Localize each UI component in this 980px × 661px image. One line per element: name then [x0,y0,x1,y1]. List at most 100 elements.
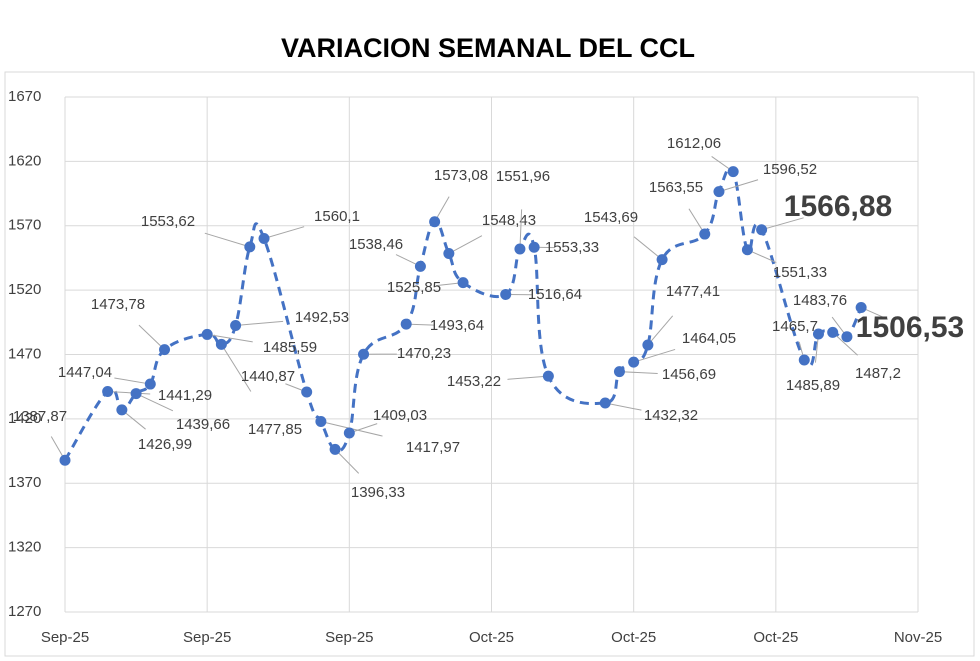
data-point [599,397,611,409]
data-point [59,454,71,466]
data-point [329,443,341,455]
leader-line [334,448,360,474]
leader-line [605,402,642,411]
data-label: 1440,87 [241,368,295,385]
y-tick-label: 1420 [8,410,41,427]
data-label: 1612,06 [667,135,721,152]
data-label: 1464,05 [682,330,736,347]
data-label: 1409,03 [373,407,427,424]
x-tick-label: Sep-25 [183,629,231,646]
leader-line [448,235,483,254]
data-label: 1538,46 [349,236,403,253]
data-label: 1483,76 [793,292,847,309]
y-tick-label: 1320 [8,539,41,556]
leader-line [135,393,174,412]
data-label: 1453,22 [447,373,501,390]
x-tick-label: Sep-25 [325,629,373,646]
leader-line [647,315,674,346]
data-point [315,415,327,427]
chart-frame [4,71,975,657]
data-point [443,248,455,260]
data-point [130,388,142,400]
leader-line [507,375,549,380]
x-tick-label: Oct-25 [469,629,514,646]
data-point [457,277,469,289]
leader-line [718,179,759,193]
data-label: 1525,85 [387,279,441,296]
data-label: 1473,78 [91,296,145,313]
data-label: 1396,33 [351,484,405,501]
data-point [258,232,270,244]
data-label: 1432,32 [644,407,698,424]
data-label: 1506,53 [856,311,964,344]
data-label: 1417,97 [406,439,460,456]
y-tick-label: 1520 [8,281,41,298]
data-label: 1439,66 [176,416,230,433]
data-point [414,260,426,272]
data-label: 1548,43 [482,212,536,229]
leader-line [263,226,305,239]
data-label: 1492,53 [295,309,349,326]
data-label: 1573,08 [434,167,488,184]
data-label: 1563,55 [649,179,703,196]
data-label: 1387,87 [13,408,67,425]
data-label: 1441,29 [158,387,212,404]
data-label: 1493,64 [430,317,484,334]
data-label: 1456,69 [662,366,716,383]
data-label: 1470,23 [397,345,451,362]
chart-title: VARIACION SEMANAL DEL CCL [281,33,695,63]
leader-line [761,217,804,231]
data-point [542,370,554,382]
leader-line [220,344,252,392]
leader-line [138,324,165,350]
data-label: 1447,04 [58,364,112,381]
data-point [727,166,739,178]
x-tick-label: Sep-25 [41,629,89,646]
data-label: 1543,69 [584,209,638,226]
data-label: 1553,33 [545,239,599,256]
data-point [102,385,114,397]
data-point [841,331,853,343]
data-point [699,228,711,240]
data-label: 1566,88 [784,190,892,223]
x-tick-label: Oct-25 [753,629,798,646]
y-tick-label: 1470 [8,345,41,362]
leader-line [519,209,523,249]
data-label: 1553,62 [141,213,195,230]
data-point [514,243,526,255]
data-point [429,216,441,228]
data-point [812,328,824,340]
leader-line [114,377,151,385]
x-tick-label: Nov-25 [894,629,942,646]
y-tick-label: 1570 [8,217,41,234]
leader-line [619,371,658,374]
data-point [798,354,810,366]
y-tick-label: 1620 [8,152,41,169]
leader-line [633,236,663,261]
data-point [244,241,256,253]
leader-line [832,331,858,356]
y-tick-label: 1670 [8,88,41,105]
data-point [500,288,512,300]
data-label: 1560,1 [314,208,360,225]
data-point [400,318,412,330]
data-point [628,356,640,368]
data-point [144,378,156,390]
y-tick-label: 1370 [8,474,41,491]
data-label: 1551,33 [773,264,827,281]
data-label: 1551,96 [496,168,550,185]
x-tick-label: Oct-25 [611,629,656,646]
data-label: 1477,41 [666,283,720,300]
data-label: 1487,2 [855,365,901,382]
data-point [230,319,242,331]
data-point [756,224,768,236]
data-label: 1465,7 [772,318,818,335]
leader-line [207,333,253,343]
data-point [215,338,227,350]
data-point [642,339,654,351]
data-label: 1516,64 [528,286,582,303]
series-line [63,166,863,462]
data-point [116,404,128,416]
data-point [741,244,753,256]
